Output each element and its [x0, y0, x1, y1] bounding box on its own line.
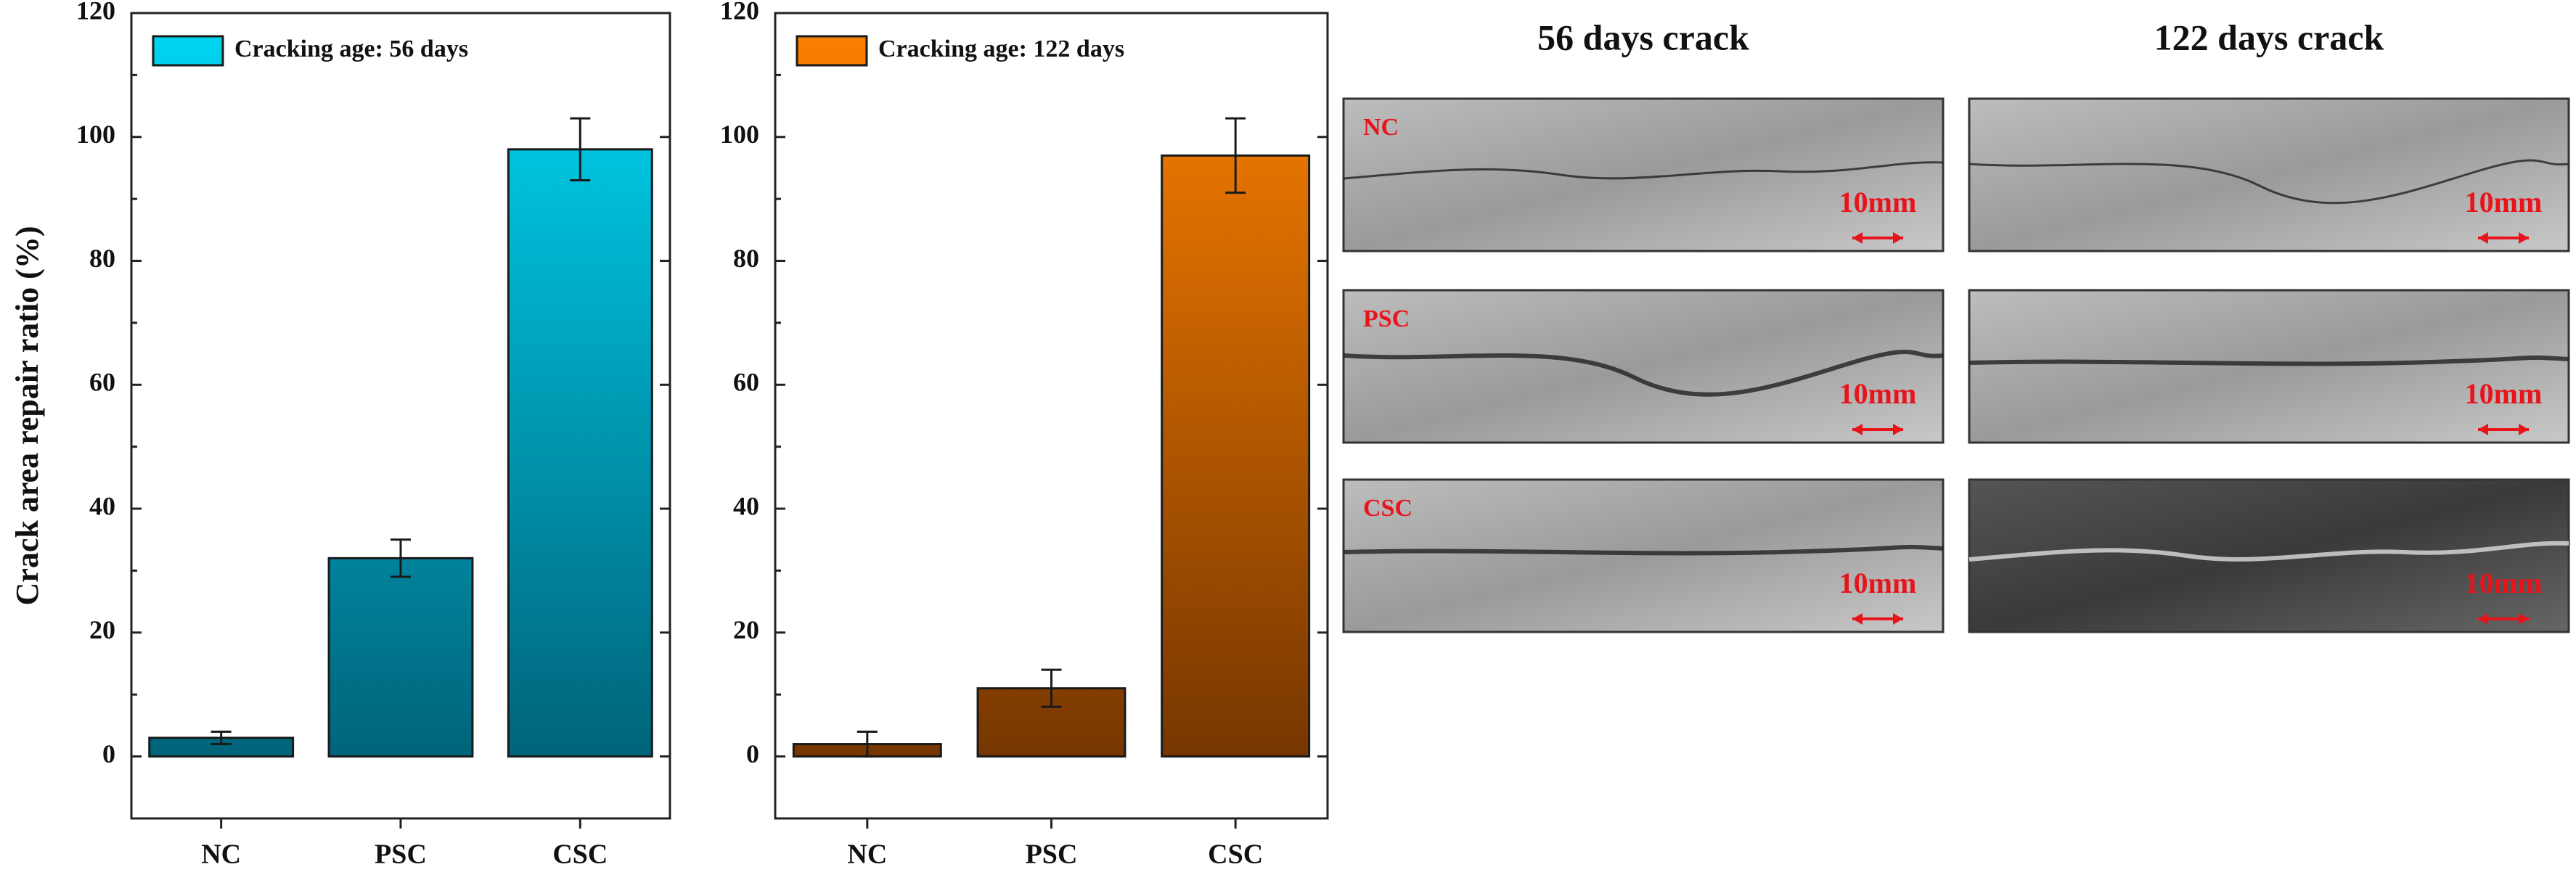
x-tick-label: NC: [847, 839, 887, 870]
scale-label: 10mm: [2465, 186, 2543, 218]
scale-label: 10mm: [1839, 567, 1917, 599]
crack-line: [1968, 159, 2569, 205]
bar: [1161, 154, 1311, 758]
row-label: PSC: [1363, 305, 1410, 332]
crack-line: [1968, 541, 2569, 562]
scale-arrow-head: [2478, 232, 2529, 244]
y-tick-label: 0: [746, 739, 759, 768]
x-tick-label: CSC: [552, 839, 608, 870]
row-label: CSC: [1363, 495, 1412, 522]
crack-line: [1343, 350, 1944, 397]
y-tick-label: 120: [76, 0, 115, 25]
error-bar: [1041, 668, 1062, 708]
crack-photo: [1342, 289, 1945, 444]
x-tick-label: CSC: [1208, 839, 1263, 870]
y-tick-label: 0: [102, 739, 115, 768]
y-tick-label: 40: [733, 491, 759, 520]
error-bar: [391, 538, 411, 578]
plot-frame: [130, 12, 671, 820]
scale-arrow-head: [1852, 613, 1903, 625]
legend-swatch: [796, 35, 868, 67]
legend-label: Cracking age: 122 days: [878, 36, 1124, 62]
crack-line: [1968, 355, 2569, 366]
scale-arrow-head: [1852, 232, 1903, 244]
legend-swatch: [152, 35, 224, 67]
x-tick-label: PSC: [1026, 839, 1078, 870]
x-tick-label: PSC: [375, 839, 427, 870]
crack-photo: [1968, 289, 2570, 444]
y-tick-label: 100: [720, 120, 759, 149]
crack-line: [1343, 544, 1944, 556]
bar: [327, 556, 474, 758]
y-tick-label: 100: [76, 120, 115, 149]
row-label: NC: [1363, 114, 1399, 141]
y-tick-label: 20: [89, 615, 115, 644]
error-bar: [210, 730, 232, 746]
crack-photo: [1968, 97, 2570, 252]
error-bar: [856, 730, 878, 758]
scale-label: 10mm: [1839, 186, 1917, 218]
scale-arrow-head: [2478, 613, 2529, 625]
crack-photo: [1342, 478, 1945, 633]
y-tick-label: 20: [733, 615, 759, 644]
scale-label: 10mm: [2465, 377, 2543, 410]
bar: [507, 148, 653, 758]
column-title: 122 days crack: [2154, 17, 2384, 57]
x-tick-label: NC: [201, 839, 241, 870]
scale-label: 10mm: [2465, 567, 2543, 599]
crack-line: [1343, 161, 1944, 180]
y-tick-label: 60: [89, 368, 115, 397]
y-tick-label: 80: [733, 244, 759, 273]
y-tick-label: 80: [89, 244, 115, 273]
scale-arrow-head: [2478, 424, 2529, 435]
error-bar: [570, 117, 591, 182]
crack-photo: [1342, 97, 1945, 252]
scale-label: 10mm: [1839, 377, 1917, 410]
error-bar: [1225, 117, 1246, 194]
crack-photo: [1968, 478, 2570, 633]
y-tick-label: 40: [89, 491, 115, 520]
y-tick-label: 120: [720, 0, 759, 25]
plot-frame: [774, 12, 1329, 820]
column-title: 56 days crack: [1537, 17, 1749, 57]
y-axis-label: Crack area repair ratio (%): [9, 226, 45, 606]
y-tick-label: 60: [733, 368, 759, 397]
scale-arrow-head: [1852, 424, 1903, 435]
legend-label: Cracking age: 56 days: [234, 36, 468, 62]
